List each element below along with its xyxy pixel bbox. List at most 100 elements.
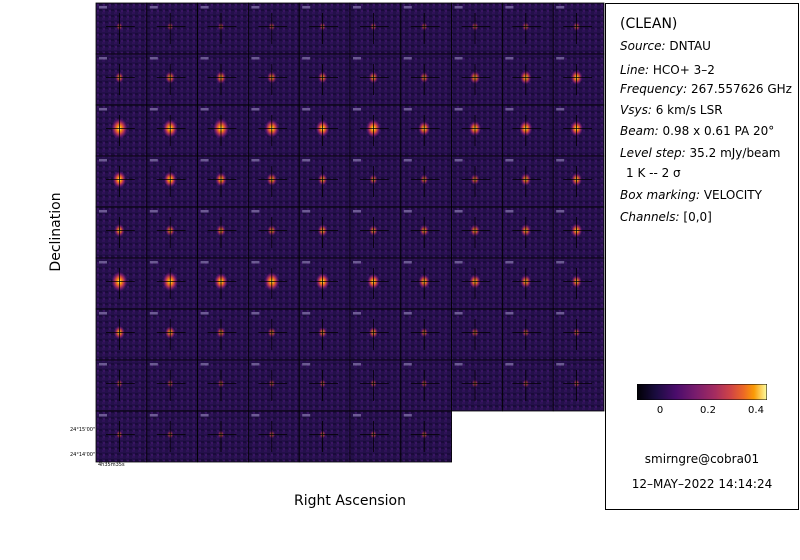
beam-line: Beam: 0.98 x 0.61 PA 20°	[620, 124, 774, 138]
channel-panel	[552, 53, 605, 106]
velocity-label-box	[149, 108, 158, 111]
y-tick-label: 24°14'00"	[70, 452, 96, 458]
channel-panel	[400, 257, 452, 310]
channel-panel	[501, 359, 554, 412]
channel-panel	[501, 257, 554, 310]
channel-panel	[95, 2, 148, 55]
velocity-label-box	[251, 414, 260, 417]
channel-panel	[349, 104, 402, 157]
level-label: Level step:	[620, 146, 686, 160]
channel-panel	[451, 104, 503, 157]
velocity-label-box	[454, 261, 463, 264]
velocity-label-box	[149, 363, 158, 366]
frequency-line: Frequency: 267.557626 GHz	[620, 82, 792, 96]
velocity-label-box	[302, 210, 311, 213]
colorbar-tick: 0.4	[748, 405, 764, 416]
channel-panel	[451, 155, 503, 208]
velocity-label-box	[302, 108, 311, 111]
channel-panel	[95, 206, 148, 259]
velocity-label-box	[556, 261, 565, 264]
channel-panel	[95, 104, 148, 157]
velocity-label-box	[200, 6, 209, 9]
channel-panel	[552, 2, 605, 55]
velocity-label-box	[505, 312, 514, 315]
channel-panel	[349, 53, 402, 106]
channel-panel	[146, 53, 199, 106]
info-panel: (CLEAN) Source: DNTAU Line: HCO+ 3–2 Fre…	[605, 3, 799, 510]
velocity-label-box	[505, 210, 514, 213]
channel-panel	[349, 410, 402, 463]
channel-panel	[400, 104, 452, 157]
velocity-label-box	[149, 6, 158, 9]
source-label: Source:	[620, 39, 666, 53]
channel-panel	[400, 155, 452, 208]
channel-panel	[552, 104, 605, 157]
channel-panel	[197, 257, 249, 310]
velocity-label-box	[99, 312, 107, 315]
velocity-label-box	[99, 414, 107, 417]
channel-panel	[349, 155, 402, 208]
channel-panel	[501, 308, 554, 361]
channels-line: Channels: [0,0]	[620, 210, 712, 224]
velocity-label-box	[556, 159, 565, 162]
box-marking-label: Box marking:	[620, 188, 701, 202]
velocity-label-box	[200, 414, 209, 417]
velocity-label-box	[505, 363, 514, 366]
channels-value: [0,0]	[683, 210, 712, 224]
channel-panel	[400, 2, 452, 55]
colorbar-tick: 0.2	[700, 405, 716, 416]
velocity-label-box	[149, 414, 158, 417]
velocity-label-box	[302, 6, 311, 9]
velocity-label-box	[505, 261, 514, 264]
velocity-label-box	[200, 108, 209, 111]
channel-panel	[197, 104, 249, 157]
channel-panels	[95, 2, 605, 463]
channel-panel	[400, 53, 452, 106]
channel-panel	[247, 155, 300, 208]
channel-panel	[298, 104, 351, 157]
velocity-label-box	[251, 57, 260, 60]
velocity-label-box	[251, 312, 260, 315]
velocity-label-box	[403, 159, 412, 162]
channel-panel	[451, 359, 503, 412]
velocity-label-box	[99, 159, 107, 162]
velocity-label-box	[556, 210, 565, 213]
channel-panel	[247, 359, 300, 412]
channel-panel	[298, 308, 351, 361]
velocity-label-box	[99, 261, 107, 264]
colorbar-gradient	[637, 384, 767, 400]
velocity-label-box	[403, 108, 412, 111]
velocity-label-box	[556, 363, 565, 366]
frequency-value: 267.557626 GHz	[691, 82, 792, 96]
velocity-label-box	[200, 210, 209, 213]
velocity-label-box	[403, 57, 412, 60]
x-tick-label: 4h35m35s	[98, 462, 125, 468]
velocity-label-box	[200, 312, 209, 315]
velocity-label-box	[505, 57, 514, 60]
velocity-label-box	[200, 261, 209, 264]
velocity-label-box	[505, 159, 514, 162]
velocity-label-box	[251, 108, 260, 111]
channel-panel	[197, 308, 249, 361]
velocity-label-box	[251, 6, 260, 9]
velocity-label-box	[505, 6, 514, 9]
velocity-label-box	[454, 312, 463, 315]
velocity-label-box	[454, 159, 463, 162]
velocity-label-box	[200, 57, 209, 60]
channel-panel	[197, 410, 249, 463]
channel-panel	[349, 308, 402, 361]
velocity-label-box	[454, 108, 463, 111]
velocity-label-box	[454, 6, 463, 9]
panel-background	[501, 359, 554, 412]
channel-panel	[197, 206, 249, 259]
channel-panel	[197, 359, 249, 412]
velocity-label-box	[149, 159, 158, 162]
velocity-label-box	[403, 414, 412, 417]
channel-panel	[197, 2, 249, 55]
channel-panel	[95, 308, 148, 361]
channel-panel	[349, 2, 402, 55]
velocity-label-box	[99, 108, 107, 111]
colorbar-tick: 0	[656, 405, 664, 416]
channel-panel	[247, 206, 300, 259]
channel-panel	[298, 257, 351, 310]
